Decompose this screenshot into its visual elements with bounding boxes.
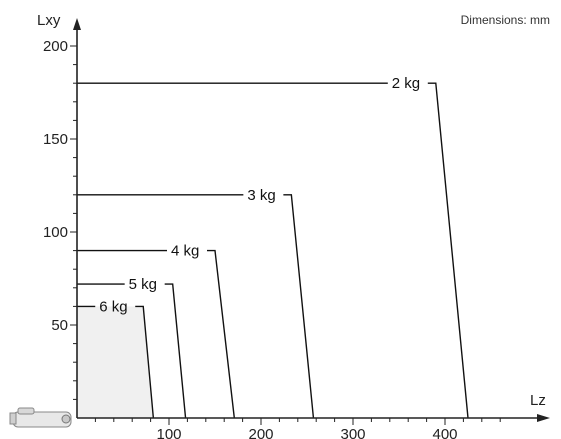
series-label-3kg: 3 kg	[247, 187, 275, 204]
working-area-fill	[77, 306, 154, 418]
y-tick-label: 200	[43, 38, 68, 55]
units-note: Dimensions: mm	[461, 13, 550, 27]
series-label-4kg: 4 kg	[171, 243, 199, 260]
series-line-4kg-edge	[207, 249, 236, 419]
x-tick-label: 100	[156, 426, 181, 439]
x-tick-label: 300	[340, 426, 365, 439]
y-tick-label: 50	[51, 317, 68, 334]
series-line-6kg-edge	[135, 305, 155, 419]
series-label-5kg: 5 kg	[129, 276, 157, 293]
series-label-6kg: 6 kg	[99, 298, 127, 315]
x-tick-label: 200	[248, 426, 273, 439]
series-label-2kg: 2 kg	[392, 75, 420, 92]
x-axis-arrow	[537, 414, 550, 422]
x-tick-label: 400	[432, 426, 457, 439]
y-tick-label: 100	[43, 224, 68, 241]
series-line-3kg-edge	[283, 194, 315, 419]
series-line-2kg-edge	[427, 82, 469, 419]
robot-arm-icon	[9, 407, 72, 428]
y-axis-arrow	[73, 18, 81, 30]
series-line-5kg-edge	[164, 283, 187, 419]
y-tick-label: 150	[43, 131, 68, 148]
x-axis-title: Lz	[530, 392, 546, 409]
y-axis-title: Lxy	[37, 12, 61, 29]
